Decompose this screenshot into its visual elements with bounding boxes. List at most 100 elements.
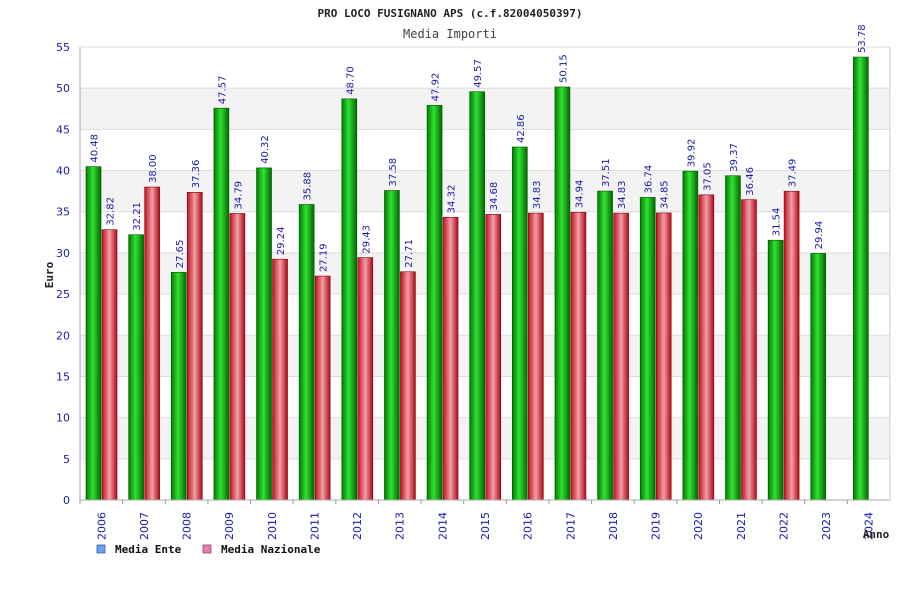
bar-media-ente [597, 190, 613, 501]
y-tick-label: 20 [56, 329, 70, 342]
data-label: 34.83 [617, 180, 628, 209]
data-label: 40.48 [90, 134, 101, 163]
y-tick-label: 55 [56, 41, 70, 54]
legend-swatch-media-ente [96, 544, 106, 554]
bar-media-nazionale [357, 257, 374, 501]
data-label: 37.49 [788, 159, 799, 188]
bar-media-nazionale [783, 190, 800, 501]
x-tick-label: 2014 [436, 512, 449, 540]
data-label: 34.68 [489, 182, 500, 211]
bar-media-ente [810, 253, 827, 501]
x-tick-label: 2023 [820, 512, 833, 540]
y-tick-label: 35 [56, 206, 70, 219]
bar-media-ente [639, 197, 656, 501]
bar-media-ente [213, 107, 230, 501]
bar-media-ente [256, 167, 272, 501]
bar-media-ente [512, 146, 528, 501]
x-axis-label: Anno [863, 528, 890, 541]
y-axis-label: Euro [43, 261, 56, 288]
x-tick-label: 2020 [692, 512, 705, 540]
x-tick-label: 2016 [522, 512, 535, 540]
bar-media-ente [469, 91, 485, 501]
chart-title: PRO LOCO FUSIGNANO APS (c.f.82004050397) [318, 7, 583, 20]
data-label: 53.78 [857, 24, 868, 53]
bar-media-ente [85, 166, 102, 501]
data-label: 29.24 [276, 227, 287, 256]
x-tick-label: 2011 [308, 512, 321, 540]
data-label: 34.79 [233, 181, 244, 210]
y-tick-label: 50 [56, 82, 70, 95]
legend-swatch-media-nazionale [202, 544, 212, 554]
bar-media-ente [128, 234, 144, 501]
data-label: 31.54 [772, 208, 783, 237]
y-tick-label: 40 [56, 165, 70, 178]
bar-media-ente [298, 204, 315, 501]
bar-media-nazionale [698, 194, 715, 501]
bar-media-ente [170, 271, 187, 501]
x-tick-label: 2013 [394, 512, 407, 540]
axes: 0 5 10 15 20 25 30 35 40 45 50 55 2006 2007 2008 2009 20… [56, 41, 891, 540]
legend-item-media-nazionale: Media Nazionale [202, 543, 321, 556]
bar-media-nazionale [613, 212, 629, 501]
data-label: 34.94 [574, 180, 585, 209]
bar-media-nazionale [144, 186, 160, 501]
data-label: 27.65 [175, 240, 186, 269]
bar-media-ente [853, 56, 869, 501]
x-tick-label: 2021 [735, 512, 748, 540]
y-tick-label: 25 [56, 288, 70, 301]
x-tick-label: 2019 [650, 512, 663, 540]
bar-media-nazionale [655, 212, 672, 501]
data-label: 34.83 [532, 180, 543, 209]
bar-media-ente [725, 175, 741, 501]
x-tick-label: 2010 [266, 512, 279, 540]
bar-media-nazionale [485, 214, 501, 501]
bar-media-ente [341, 98, 358, 501]
data-label: 37.36 [191, 160, 202, 189]
data-label: 39.92 [686, 139, 697, 168]
grid-band [80, 47, 890, 89]
x-tick-label: 2018 [607, 512, 620, 540]
data-label: 40.32 [260, 135, 271, 164]
legend-label-media-ente: Media Ente [115, 543, 182, 556]
grid-band [80, 88, 890, 130]
bar-media-ente [767, 239, 784, 501]
data-label: 36.74 [644, 165, 655, 194]
y-tick-label: 0 [63, 494, 70, 507]
data-label: 34.32 [447, 185, 458, 214]
x-tick-label: 2012 [351, 512, 364, 540]
x-tick-label: 2007 [138, 512, 151, 540]
data-label: 38.00 [148, 154, 159, 183]
bar-media-nazionale [570, 211, 587, 501]
x-tick-label: 2017 [564, 512, 577, 540]
data-label: 37.51 [601, 158, 612, 187]
y-tick-label: 15 [56, 370, 70, 383]
data-label: 27.19 [319, 243, 330, 272]
x-tick-label: 2008 [181, 512, 194, 540]
data-label: 32.21 [132, 202, 143, 231]
data-label: 35.88 [303, 172, 314, 201]
chart-subtitle: Media Importi [403, 27, 497, 41]
x-tick-label: 2022 [777, 512, 790, 540]
bar-media-nazionale [101, 229, 118, 501]
bar-media-nazionale [400, 271, 416, 501]
data-label: 36.46 [745, 167, 756, 196]
data-label: 37.05 [702, 162, 713, 191]
bar-media-ente [682, 170, 699, 501]
data-label: 42.86 [516, 114, 527, 143]
bar-media-ente [554, 86, 571, 501]
value-labels: 40.48 32.82 32.21 38.00 27.65 37.36 47.57 34.79… [90, 24, 868, 272]
y-tick-label: 30 [56, 247, 70, 260]
x-tick-label: 2024 [863, 512, 876, 540]
data-label: 47.92 [431, 73, 442, 102]
x-tick-label: 2006 [95, 512, 108, 540]
y-tick-label: 10 [56, 412, 70, 425]
data-label: 29.94 [814, 221, 825, 250]
data-label: 49.57 [473, 59, 484, 88]
legend-label-media-nazionale: Media Nazionale [221, 543, 321, 556]
bar-media-nazionale [272, 258, 288, 501]
legend-item-media-ente: Media Ente [96, 543, 182, 556]
bar-media-nazionale [314, 275, 331, 501]
x-tick-label: 2009 [223, 512, 236, 540]
data-label: 37.58 [388, 158, 399, 187]
